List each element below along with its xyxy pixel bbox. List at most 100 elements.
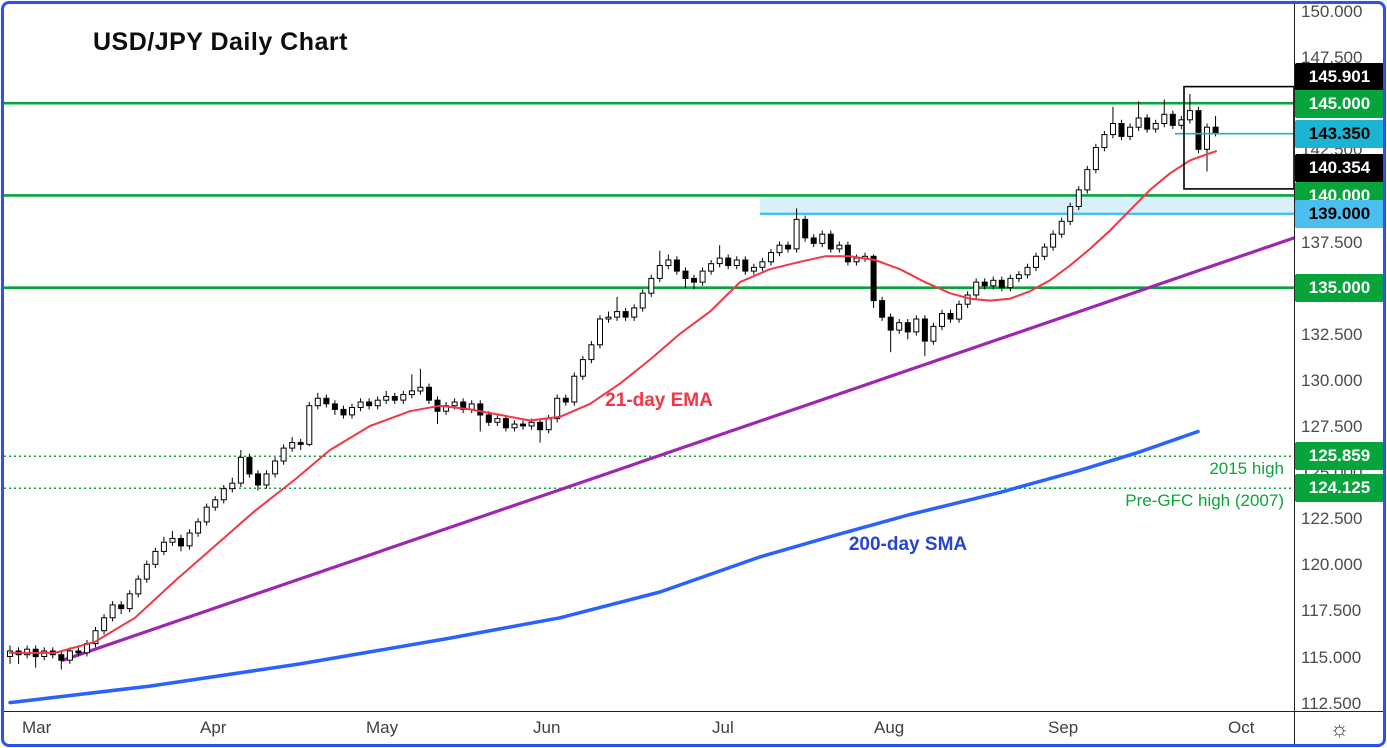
price-tick-label: 120.000 bbox=[1301, 555, 1363, 575]
candle-up bbox=[1178, 119, 1185, 126]
candle-up bbox=[614, 311, 621, 318]
candle-up bbox=[1152, 123, 1159, 130]
axis-settings-corner: ☼ bbox=[1295, 712, 1384, 745]
month-label: Oct bbox=[1228, 718, 1255, 737]
candle-down bbox=[742, 259, 749, 272]
candle-up bbox=[220, 488, 227, 501]
candle-up bbox=[408, 390, 415, 396]
candlestick-chart[interactable]: 21-day EMA 200-day SMA 2015 high Pre-GFC hi… bbox=[0, 0, 1294, 711]
candle-down bbox=[998, 279, 1005, 289]
candle-up bbox=[195, 521, 202, 534]
candle-down bbox=[622, 311, 629, 318]
support-zone-shading bbox=[760, 195, 1294, 214]
sma-label: 200-day SMA bbox=[849, 534, 968, 555]
candle-up bbox=[306, 405, 313, 445]
candle-up bbox=[263, 473, 270, 486]
candle-up bbox=[597, 318, 603, 346]
candle-up bbox=[237, 456, 244, 484]
candle-up bbox=[939, 313, 945, 327]
candle-up bbox=[511, 423, 518, 429]
candle-down bbox=[75, 650, 82, 654]
candle-up bbox=[126, 593, 133, 610]
candle-up bbox=[494, 418, 501, 423]
time-axis[interactable]: Mar Apr May Jun Jul Aug Sep Oct bbox=[0, 712, 1294, 745]
sma-200-line bbox=[8, 429, 1200, 705]
candle-up bbox=[973, 281, 980, 296]
candle-up bbox=[588, 344, 595, 361]
candle-up bbox=[135, 578, 142, 595]
candle-down bbox=[1195, 110, 1202, 150]
candle-down bbox=[887, 316, 894, 331]
candle-down bbox=[391, 396, 398, 401]
candle-up bbox=[212, 499, 219, 508]
candle-up bbox=[819, 233, 826, 244]
price-tick-label: 112.500 bbox=[1301, 693, 1362, 713]
price-tick-label: 147.500 bbox=[1301, 48, 1363, 68]
price-tick-label: 122.500 bbox=[1301, 509, 1363, 529]
candle-up bbox=[656, 265, 663, 279]
candle-up bbox=[716, 257, 723, 265]
candle-up bbox=[639, 292, 646, 309]
candle-up bbox=[930, 325, 937, 342]
candle-up bbox=[272, 460, 279, 475]
candle-down bbox=[537, 421, 544, 431]
candle-up bbox=[1058, 220, 1065, 235]
candle-down bbox=[981, 281, 988, 287]
candle-up bbox=[896, 322, 903, 331]
candle-up bbox=[66, 650, 73, 661]
candle-down bbox=[904, 322, 911, 333]
month-label: Mar bbox=[22, 718, 52, 737]
price-tick-label: 132.500 bbox=[1301, 324, 1363, 344]
candle-down bbox=[58, 654, 65, 661]
candle-up bbox=[101, 617, 108, 632]
candle-down bbox=[340, 408, 347, 416]
candle-down bbox=[477, 403, 484, 416]
candle-up bbox=[665, 259, 672, 266]
candle-up bbox=[1050, 233, 1057, 248]
price-level-pill: 145.000 bbox=[1295, 90, 1384, 118]
price-level-pill: 143.350 bbox=[1295, 120, 1384, 148]
month-label: Aug bbox=[874, 718, 905, 737]
candle-up bbox=[571, 375, 578, 403]
candle-up bbox=[92, 630, 99, 645]
candle-up bbox=[1092, 147, 1099, 171]
candle-up bbox=[990, 279, 997, 287]
price-tick-label: 150.000 bbox=[1301, 2, 1363, 21]
high-2015-label: 2015 high bbox=[1209, 459, 1284, 478]
price-level-pill: 139.000 bbox=[1295, 200, 1384, 228]
candle-up bbox=[1135, 117, 1142, 128]
candle-down bbox=[562, 397, 569, 403]
candle-up bbox=[750, 266, 757, 272]
candle-up bbox=[289, 442, 296, 449]
candle-up bbox=[280, 447, 287, 462]
candle-up bbox=[1127, 126, 1134, 137]
candle-up bbox=[776, 244, 783, 254]
candle-up bbox=[314, 397, 321, 407]
candle-up bbox=[400, 394, 407, 401]
candle-down bbox=[947, 313, 954, 320]
candle-down bbox=[810, 237, 817, 244]
candle-up bbox=[152, 550, 159, 565]
price-axis[interactable]: 150.000 147.500 142.500 137.500 132.500 130.0… bbox=[1295, 2, 1384, 713]
candle-up bbox=[1033, 255, 1039, 268]
candle-up bbox=[229, 482, 236, 490]
price-level-pill: 140.354 bbox=[1295, 154, 1384, 182]
candle-down bbox=[844, 244, 851, 263]
candle-down bbox=[1169, 113, 1176, 126]
price-chart-plot-area[interactable]: 21-day EMA 200-day SMA 2015 high Pre-GFC hi… bbox=[0, 0, 1294, 711]
candle-down bbox=[725, 257, 732, 267]
candle-up bbox=[605, 316, 612, 320]
price-tick-label: 117.500 bbox=[1301, 601, 1362, 621]
candle-up bbox=[1186, 110, 1193, 121]
candle-up bbox=[417, 386, 424, 392]
candle-up bbox=[853, 257, 860, 263]
candle-up bbox=[374, 399, 381, 407]
price-level-pill: 124.125 bbox=[1295, 474, 1384, 502]
price-tick-label: 127.500 bbox=[1301, 416, 1363, 436]
month-label: Apr bbox=[200, 718, 227, 737]
candle-up bbox=[1101, 134, 1108, 149]
settings-gear-icon[interactable]: ☼ bbox=[1329, 715, 1350, 741]
candle-up bbox=[759, 261, 766, 268]
month-label: May bbox=[366, 718, 399, 737]
candle-up bbox=[203, 506, 210, 523]
